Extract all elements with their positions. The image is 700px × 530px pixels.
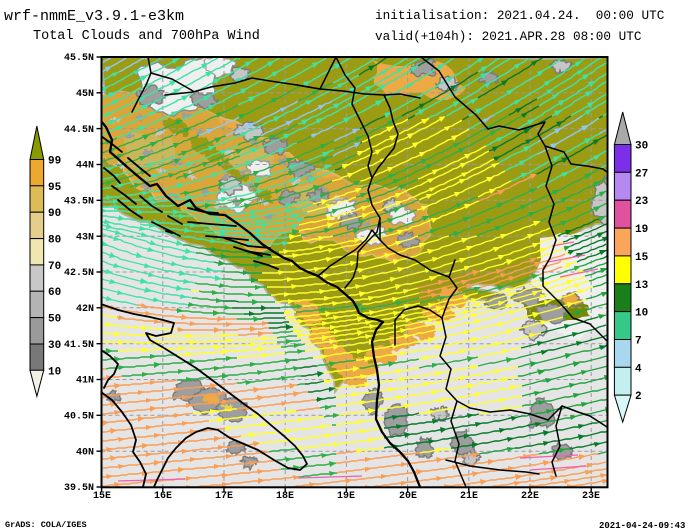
svg-text:7: 7 bbox=[635, 336, 642, 348]
svg-text:valid(+104h): 2021.APR.28 08:0: valid(+104h): 2021.APR.28 08:00 UTC bbox=[375, 29, 642, 44]
svg-text:13: 13 bbox=[635, 280, 649, 292]
svg-text:22E: 22E bbox=[521, 491, 539, 502]
svg-text:45N: 45N bbox=[76, 89, 94, 100]
svg-text:45.5N: 45.5N bbox=[64, 53, 94, 64]
svg-text:42N: 42N bbox=[76, 304, 94, 315]
svg-text:50: 50 bbox=[48, 314, 61, 326]
svg-text:40N: 40N bbox=[76, 447, 94, 458]
svg-text:21E: 21E bbox=[460, 491, 478, 502]
svg-text:23E: 23E bbox=[582, 491, 600, 502]
svg-text:17E: 17E bbox=[215, 491, 233, 502]
svg-text:Total Clouds and 700hPa Wind: Total Clouds and 700hPa Wind bbox=[33, 29, 260, 44]
svg-text:44N: 44N bbox=[76, 161, 94, 172]
svg-text:23: 23 bbox=[635, 196, 649, 208]
svg-text:2: 2 bbox=[635, 391, 642, 403]
svg-text:44.5N: 44.5N bbox=[64, 125, 94, 136]
svg-text:15E: 15E bbox=[93, 491, 111, 502]
svg-text:16E: 16E bbox=[154, 491, 172, 502]
svg-text:18E: 18E bbox=[276, 491, 294, 502]
svg-text:initialisation: 2021.04.24. 0: initialisation: 2021.04.24. 00:00 UTC bbox=[375, 8, 665, 23]
svg-text:70: 70 bbox=[48, 261, 61, 273]
svg-text:40.5N: 40.5N bbox=[64, 412, 94, 423]
svg-text:90: 90 bbox=[48, 208, 61, 220]
svg-text:60: 60 bbox=[48, 287, 61, 299]
svg-text:39.5N: 39.5N bbox=[64, 483, 94, 494]
svg-text:30: 30 bbox=[635, 141, 648, 153]
svg-text:41.5N: 41.5N bbox=[64, 340, 94, 351]
svg-text:43N: 43N bbox=[76, 232, 94, 243]
svg-text:10: 10 bbox=[635, 308, 648, 320]
svg-text:42.5N: 42.5N bbox=[64, 268, 94, 279]
svg-text:19: 19 bbox=[635, 224, 648, 236]
svg-text:99: 99 bbox=[48, 156, 61, 168]
svg-text:20E: 20E bbox=[399, 491, 417, 502]
svg-text:wrf-nmmE_v3.9.1-e3km: wrf-nmmE_v3.9.1-e3km bbox=[4, 8, 184, 25]
svg-text:41N: 41N bbox=[76, 376, 94, 387]
svg-text:95: 95 bbox=[48, 182, 62, 194]
svg-text:43.5N: 43.5N bbox=[64, 197, 94, 208]
svg-text:10: 10 bbox=[48, 366, 61, 378]
svg-text:27: 27 bbox=[635, 168, 648, 180]
svg-text:15: 15 bbox=[635, 252, 649, 264]
svg-text:19E: 19E bbox=[337, 491, 355, 502]
svg-text:30: 30 bbox=[48, 340, 61, 352]
svg-text:80: 80 bbox=[48, 235, 61, 247]
svg-text:2021-04-24-09:43: 2021-04-24-09:43 bbox=[599, 521, 685, 530]
svg-text:GrADS: COLA/IGES: GrADS: COLA/IGES bbox=[5, 520, 87, 530]
svg-text:4: 4 bbox=[635, 363, 642, 375]
